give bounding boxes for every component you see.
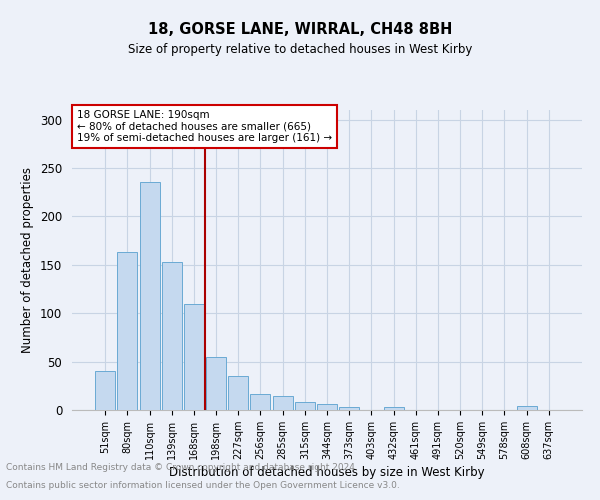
Bar <box>184 304 204 410</box>
Bar <box>250 394 271 410</box>
Bar <box>95 372 115 410</box>
Bar <box>339 407 359 410</box>
Bar <box>118 252 137 410</box>
Text: 18, GORSE LANE, WIRRAL, CH48 8BH: 18, GORSE LANE, WIRRAL, CH48 8BH <box>148 22 452 38</box>
X-axis label: Distribution of detached houses by size in West Kirby: Distribution of detached houses by size … <box>169 466 485 479</box>
Bar <box>295 402 315 410</box>
Bar <box>517 406 536 410</box>
Bar <box>162 262 182 410</box>
Text: 18 GORSE LANE: 190sqm
← 80% of detached houses are smaller (665)
19% of semi-det: 18 GORSE LANE: 190sqm ← 80% of detached … <box>77 110 332 143</box>
Text: Size of property relative to detached houses in West Kirby: Size of property relative to detached ho… <box>128 42 472 56</box>
Bar <box>140 182 160 410</box>
Y-axis label: Number of detached properties: Number of detached properties <box>22 167 34 353</box>
Bar <box>383 407 404 410</box>
Bar <box>228 376 248 410</box>
Bar <box>206 357 226 410</box>
Text: Contains HM Land Registry data © Crown copyright and database right 2024.: Contains HM Land Registry data © Crown c… <box>6 464 358 472</box>
Bar <box>317 404 337 410</box>
Text: Contains public sector information licensed under the Open Government Licence v3: Contains public sector information licen… <box>6 481 400 490</box>
Bar <box>272 396 293 410</box>
